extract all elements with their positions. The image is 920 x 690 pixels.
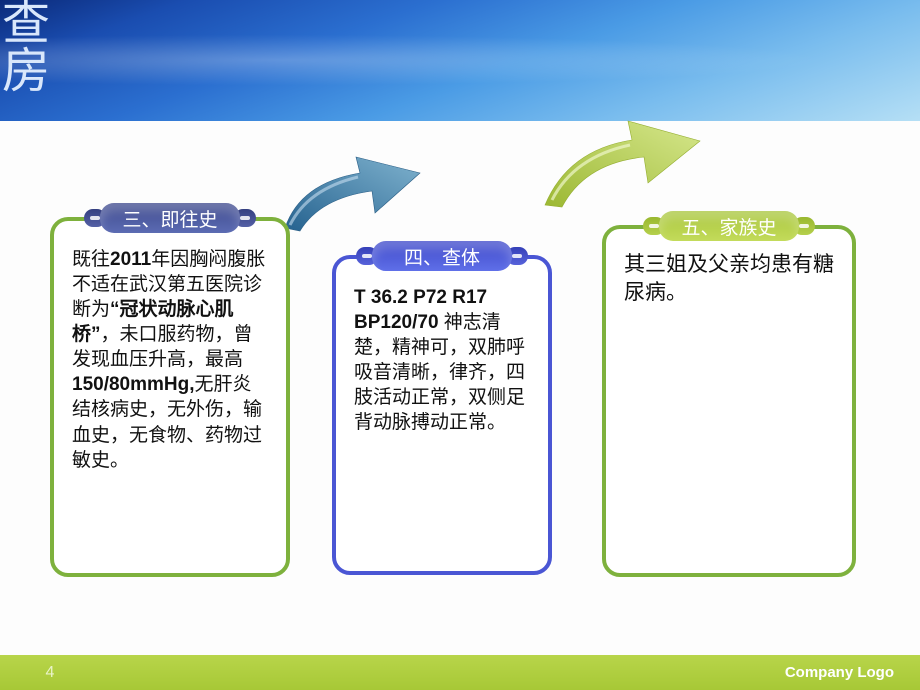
card-family-body: 其三姐及父亲均患有糖尿病。 — [624, 251, 836, 306]
card-history: 三、即往史 既往2011年因胸闷腹胀不适在武汉第五医院诊断为“冠状动脉心肌桥”，… — [50, 217, 290, 577]
header-banner: 查 房 — [0, 0, 920, 121]
header-char-1: 查 — [2, 0, 50, 48]
cards-area: 三、即往史 既往2011年因胸闷腹胀不适在武汉第五医院诊断为“冠状动脉心肌桥”，… — [0, 121, 920, 655]
company-logo-text: Company Logo — [785, 664, 894, 681]
card-exam-body-wrap: T 36.2 P72 R17 BP120/70 神志清楚，精神可，双肺呼吸音清晰… — [336, 259, 548, 451]
card-exam: 四、查体 T 36.2 P72 R17 BP120/70 神志清楚，精神可，双肺… — [332, 255, 552, 575]
card-history-body: 既往2011年因胸闷腹胀不适在武汉第五医院诊断为“冠状动脉心肌桥”，未口服药物，… — [72, 247, 270, 473]
card-history-title-wrap: 三、即往史 — [84, 203, 256, 233]
card-family: 五、家族史 其三姐及父亲均患有糖尿病。 — [602, 225, 856, 577]
card-family-title: 五、家族史 — [659, 211, 799, 241]
card-history-title: 三、即往史 — [100, 203, 240, 233]
header-side-title: 查 房 — [2, 0, 50, 96]
card-exam-title: 四、查体 — [372, 241, 512, 271]
footer-bar: 4 Company Logo — [0, 655, 920, 690]
card-exam-title-wrap: 四、查体 — [356, 241, 528, 271]
card-family-body-wrap: 其三姐及父亲均患有糖尿病。 — [606, 229, 852, 322]
card-exam-body: T 36.2 P72 R17 BP120/70 神志清楚，精神可，双肺呼吸音清晰… — [354, 285, 532, 435]
arrow-2 — [540, 115, 705, 210]
arrow-1 — [280, 143, 430, 233]
page-number: 4 — [0, 664, 100, 682]
card-history-body-wrap: 既往2011年因胸闷腹胀不适在武汉第五医院诊断为“冠状动脉心肌桥”，未口服药物，… — [54, 221, 286, 489]
card-family-title-wrap: 五、家族史 — [643, 211, 815, 241]
header-char-2: 房 — [2, 48, 50, 96]
